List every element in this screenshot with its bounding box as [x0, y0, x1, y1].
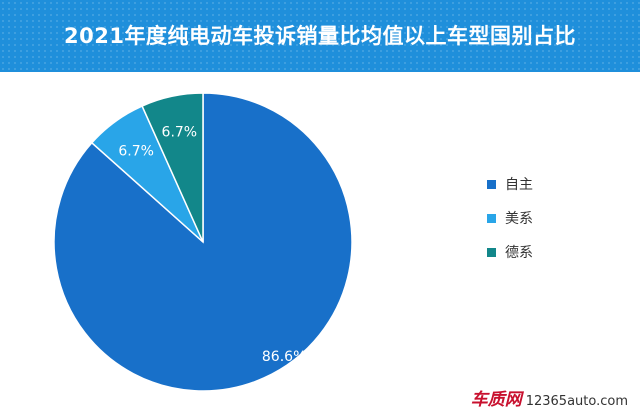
- title-background-pattern: [0, 0, 640, 72]
- pie-slice-dexi[interactable]: [141, 92, 204, 243]
- data-label-zizhu: 86.6%: [262, 349, 306, 365]
- title-bar: 2021年度纯电动车投诉销量比均值以上车型国别占比: [0, 0, 640, 72]
- chart-title: 2021年度纯电动车投诉销量比均值以上车型国别占比: [64, 24, 576, 48]
- legend: 自主 美系 德系: [487, 176, 533, 278]
- legend-swatch-dexi: [487, 247, 496, 257]
- legend-label-dexi: 德系: [505, 245, 533, 261]
- legend-swatch-zizhu: [487, 179, 496, 189]
- data-label-meixi: 6.7%: [118, 144, 154, 160]
- pie-slices: [53, 92, 353, 392]
- legend-label-meixi: 美系: [505, 211, 533, 227]
- legend-swatch-meixi: [487, 213, 496, 223]
- pie-chart: 86.6% 6.7% 6.7%: [53, 92, 353, 392]
- legend-item-dexi[interactable]: 德系: [487, 244, 533, 261]
- pie-labels: 86.6% 6.7% 6.7%: [118, 124, 306, 365]
- legend-label-zizhu: 自主: [505, 177, 533, 193]
- watermark-url: 12365auto.com: [525, 394, 628, 409]
- watermark-logo: 车质网: [470, 390, 522, 410]
- data-label-dexi: 6.7%: [162, 124, 198, 140]
- legend-item-meixi[interactable]: 美系: [487, 210, 533, 227]
- legend-item-zizhu[interactable]: 自主: [487, 176, 533, 193]
- watermark: 车质网 12365auto.com: [471, 385, 628, 410]
